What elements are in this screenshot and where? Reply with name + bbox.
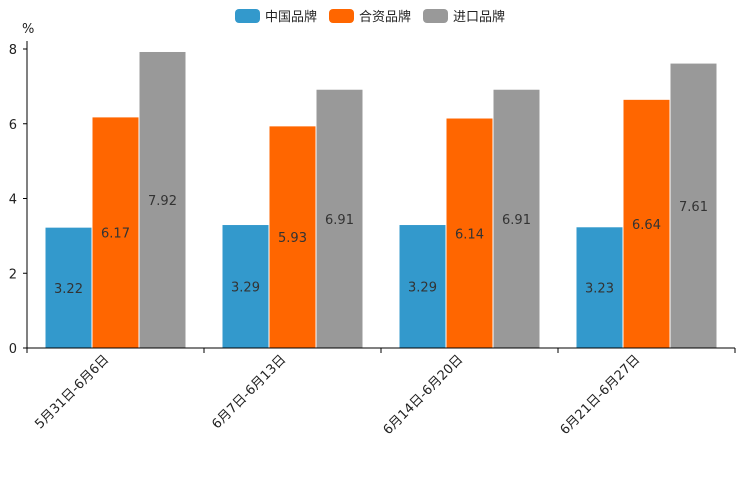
bar-value-label: 7.61 [679, 200, 708, 215]
bar-value-label: 3.29 [231, 281, 260, 296]
x-category-label: 6月7日-6月13日 [209, 352, 289, 432]
y-tick-label: 2 [9, 267, 17, 282]
y-tick-label: 0 [9, 342, 17, 357]
y-axis: 0 2 4 6 8 [9, 41, 28, 357]
x-category-label: 6月14日-6月20日 [381, 352, 467, 438]
y-tick-label: 6 [9, 118, 17, 133]
bar [623, 99, 670, 348]
bar [399, 225, 446, 348]
bar [670, 63, 717, 349]
legend-label: 合资品牌 [359, 9, 411, 25]
bar [316, 89, 363, 349]
x-category-label: 6月21日-6月27日 [558, 352, 644, 438]
legend-swatch [235, 9, 260, 23]
bar-value-label: 6.91 [502, 213, 531, 228]
x-category-label: 5月31日-6月6日 [32, 352, 112, 432]
bar-value-label: 6.14 [455, 227, 484, 242]
legend-swatch [329, 9, 354, 23]
bar-value-label: 6.64 [632, 218, 661, 233]
bar-value-label: 6.91 [325, 213, 354, 228]
bar [446, 118, 493, 348]
bar-value-label: 3.29 [408, 281, 437, 296]
y-tick-label: 8 [9, 43, 17, 58]
legend-label: 进口品牌 [453, 9, 505, 25]
bar [139, 51, 186, 349]
bar-value-label: 3.23 [585, 282, 614, 297]
bar-value-label: 3.22 [54, 282, 83, 297]
bar-value-label: 5.93 [278, 231, 307, 246]
bar [92, 117, 139, 349]
bar-value-label: 6.17 [101, 227, 130, 242]
bar [576, 227, 623, 348]
legend-swatch [423, 9, 448, 23]
bars: 3.22 3.29 3.29 3.23 6.17 5.93 6.14 6.64 7.92 6.91… [45, 51, 717, 349]
bar [45, 227, 92, 348]
x-axis: 5月31日-6月6日 6月7日-6月13日 6月14日-6月20日 6月21日-6月2… [26, 347, 736, 438]
bar [493, 89, 540, 349]
y-axis-unit-label: % [22, 22, 34, 37]
legend-label: 中国品牌 [265, 9, 317, 25]
legend: 中国品牌 合资品牌 进口品牌 [235, 9, 505, 25]
bar [222, 225, 269, 348]
y-tick-label: 4 [9, 193, 17, 208]
bar-value-label: 7.92 [148, 194, 177, 209]
bar [269, 126, 316, 349]
